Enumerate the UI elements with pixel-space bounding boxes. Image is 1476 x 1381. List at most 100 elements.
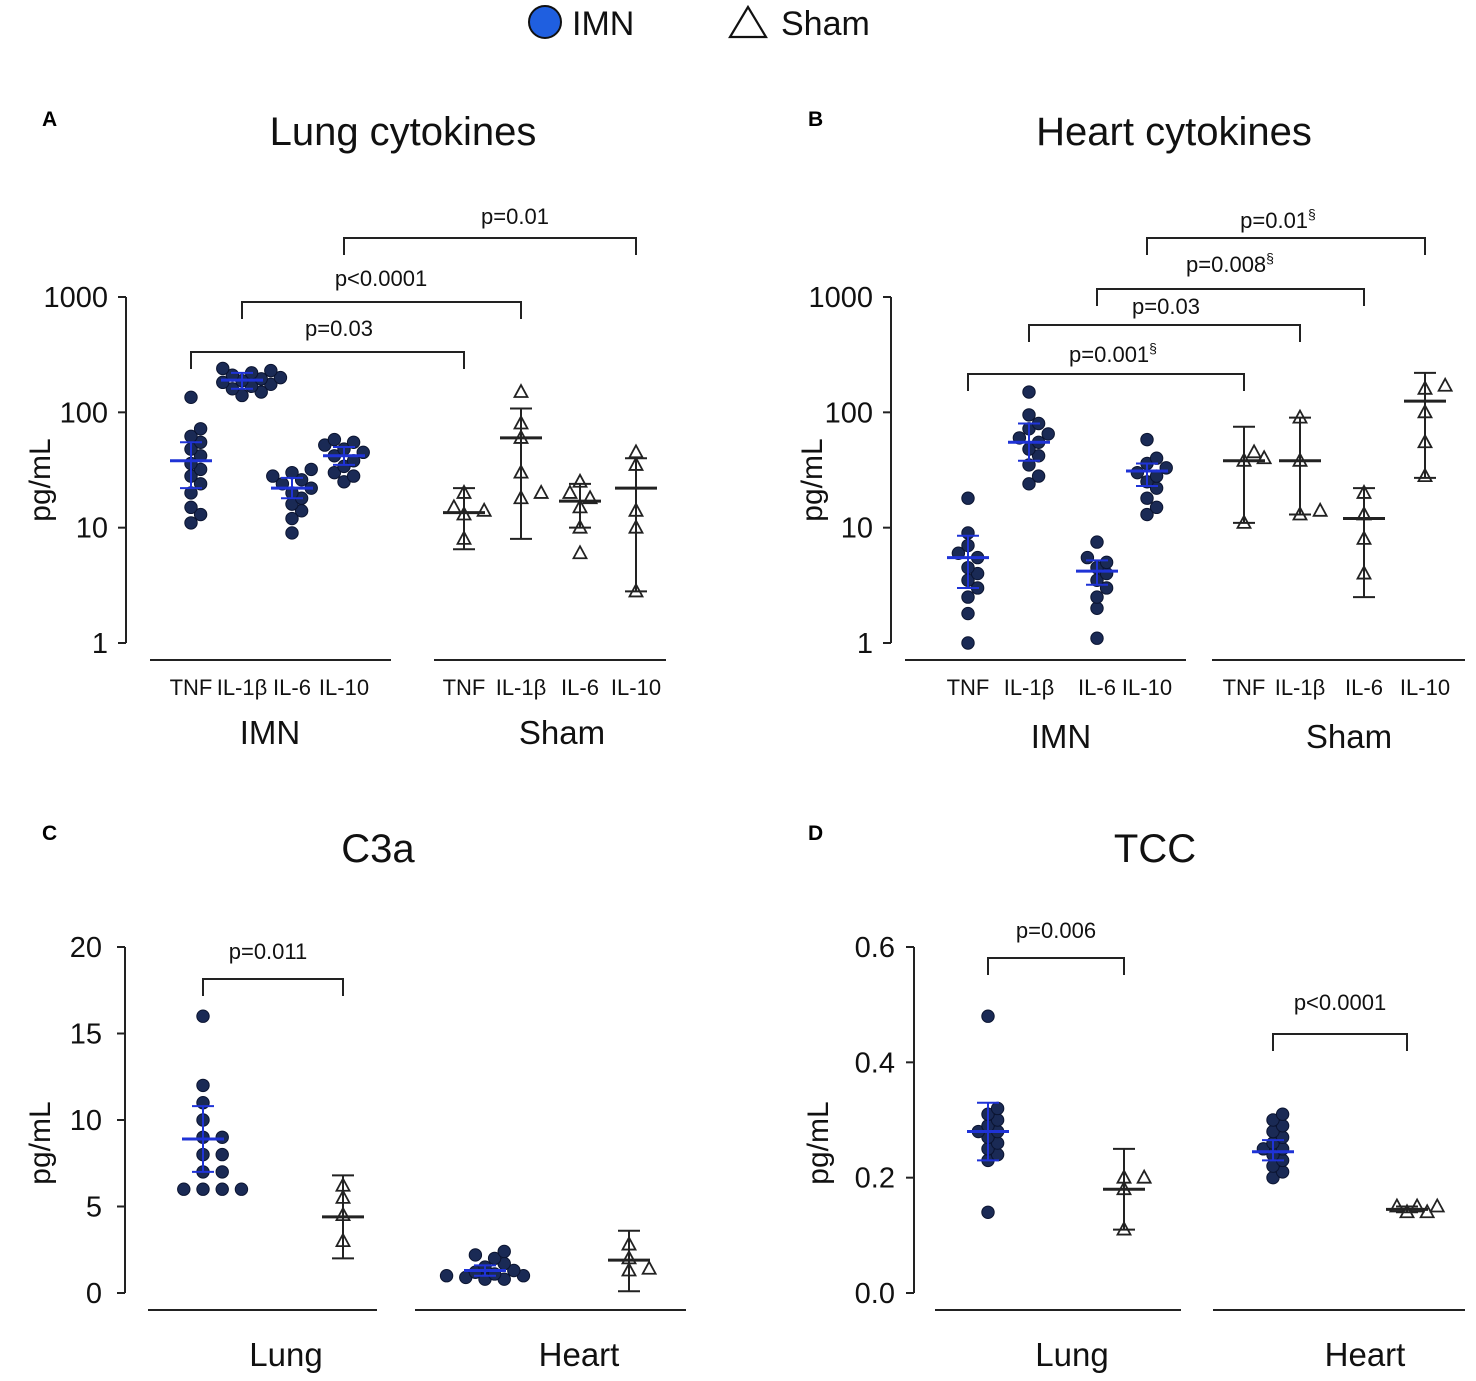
y-tick-label: 0.2 [855, 1163, 895, 1195]
panel-letter: C [42, 822, 57, 845]
y-tick-label: 100 [60, 397, 108, 429]
data-point-imn [193, 477, 208, 491]
data-point-imn [1022, 408, 1036, 422]
p-value-label: p=0.03 [305, 316, 373, 341]
data-point-imn [961, 590, 975, 604]
bracket-line [987, 957, 1125, 975]
group-label: Lung [249, 1336, 322, 1373]
y-tick-label: 5 [86, 1192, 102, 1224]
bracket-line [343, 237, 637, 255]
data-point-imn [1080, 550, 1095, 565]
data-point-sham [1246, 443, 1263, 459]
bracket-line [1096, 288, 1365, 306]
p-value-label: p=0.001§ [1069, 340, 1157, 367]
data-point-imn [184, 516, 198, 530]
category-label: TNF [1223, 675, 1266, 700]
panel-d: D TCC 0.0 0.2 0.4 0.6 pg/mL Lung Heart p=0.006 p<0… [802, 822, 1465, 1373]
data-point-imn [961, 491, 975, 505]
data-point-imn [193, 422, 208, 436]
series-heart-imn [439, 1244, 531, 1286]
y-tick-label: 0.0 [855, 1278, 895, 1310]
bracket-line [1146, 237, 1426, 255]
data-point-imn [327, 432, 342, 447]
panel-c: C C3a 0 5 10 15 20 pg/mL Lung Heart p=0.011 [24, 822, 686, 1373]
series-sham-il6 [559, 472, 601, 560]
y-tick-label: 10 [841, 513, 873, 545]
data-point-imn [184, 500, 198, 515]
data-point-imn [1090, 590, 1104, 604]
legend-sham-label: Sham [781, 5, 870, 43]
panel-b: B Heart cytokines 1 10 100 1000 pg/mL IMN TNF IL-… [796, 108, 1465, 755]
significance-bracket: p=0.01§ [1146, 206, 1426, 255]
chart-title: C3a [341, 827, 415, 871]
data-point-sham [1429, 1197, 1446, 1213]
category-label: TNF [170, 675, 213, 700]
data-point-sham [1437, 376, 1454, 392]
y-tick-label: 0 [86, 1278, 102, 1310]
category-label: IL-6 [273, 675, 311, 700]
series-lung-imn [177, 1009, 249, 1196]
series-sham-il1 [1279, 408, 1329, 521]
data-point-imn [1031, 469, 1046, 483]
category-label: IL-10 [1400, 675, 1450, 700]
category-label: TNF [443, 675, 486, 700]
y-tick-label: 10 [70, 1105, 102, 1137]
data-point-sham [1136, 1168, 1153, 1184]
y-tick-label: 100 [825, 397, 873, 429]
data-point-imn [304, 462, 318, 477]
y-tick-label: 0.4 [855, 1047, 895, 1079]
series-lung-imn [967, 1009, 1009, 1219]
group-label: IMN [240, 714, 301, 751]
series-heart-sham [608, 1229, 658, 1293]
p-value-label: p=0.008§ [1186, 250, 1274, 277]
series-sham-il10 [1404, 371, 1454, 482]
y-axis-label: pg/mL [802, 1101, 835, 1184]
y-tick-label: 0.6 [855, 932, 895, 964]
data-point-imn [346, 469, 361, 483]
p-value-label: p=0.03 [1132, 294, 1200, 319]
bracket-line [1028, 324, 1301, 342]
y-tick-label: 20 [70, 932, 102, 964]
data-point-imn [961, 606, 975, 621]
data-point-imn [1099, 555, 1114, 570]
series-sham-tnf [443, 484, 493, 551]
category-label: IL-10 [611, 675, 661, 700]
data-point-sham [627, 443, 645, 459]
category-label: IL-6 [1345, 675, 1383, 700]
data-point-imn [1140, 491, 1154, 505]
p-value-label: p<0.0001 [335, 266, 427, 291]
panel-letter: B [808, 108, 823, 131]
data-point-imn [177, 1182, 191, 1196]
legend-sham-marker [728, 4, 768, 39]
panel-letter: D [808, 822, 823, 845]
data-point-imn [196, 1182, 210, 1196]
legend-imn-label: IMN [572, 5, 634, 43]
p-value-superscript: § [1266, 250, 1274, 266]
p-value-superscript: § [1149, 340, 1157, 356]
series-imn-tnf [170, 390, 212, 530]
data-point-imn [193, 507, 208, 522]
data-point-sham [512, 383, 530, 398]
y-tick-label: 1000 [808, 282, 873, 314]
data-point-imn [468, 1248, 483, 1262]
data-point-imn [215, 1130, 229, 1145]
data-point-imn [216, 361, 230, 376]
group-label: Sham [1306, 718, 1392, 755]
y-tick-label: 10 [76, 513, 108, 545]
bracket-line [967, 373, 1245, 391]
group-label: IMN [1031, 718, 1092, 755]
bracket-line [241, 301, 522, 319]
series-imn-il1 [216, 361, 288, 403]
category-label: IL-1β [217, 675, 268, 700]
y-axis-label: pg/mL [24, 1101, 57, 1184]
bracket-line [202, 978, 344, 996]
data-point-sham [533, 484, 550, 499]
significance-bracket: p=0.006 [987, 918, 1125, 975]
significance-bracket: p=0.01 [343, 204, 637, 255]
p-value-label: p=0.01 [481, 204, 549, 229]
significance-bracket: p<0.0001 [241, 266, 522, 319]
data-point-imn [266, 469, 280, 483]
data-point-imn [981, 1009, 995, 1023]
